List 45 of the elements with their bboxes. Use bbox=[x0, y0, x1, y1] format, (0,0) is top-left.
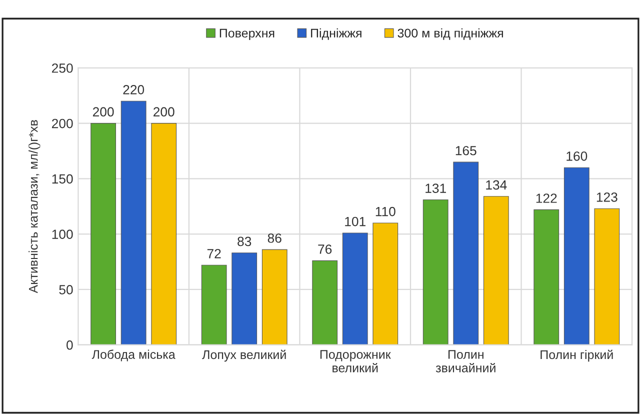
legend-label: Підніжжя bbox=[311, 28, 362, 40]
bar bbox=[262, 249, 288, 345]
x-tick-label: Полин звичайний bbox=[436, 350, 496, 372]
bar bbox=[201, 264, 227, 345]
data-label: 110 bbox=[376, 206, 396, 216]
bar bbox=[151, 123, 177, 345]
bar bbox=[90, 123, 116, 345]
y-tick-label: 0 bbox=[66, 340, 73, 350]
legend-label: Поверхня bbox=[220, 28, 274, 40]
y-tick-label: 200 bbox=[52, 118, 73, 128]
x-tick-label: Полин гіркий bbox=[540, 350, 613, 362]
bar bbox=[564, 167, 590, 345]
x-tick-label: Лобода міська bbox=[92, 350, 176, 362]
data-label: 72 bbox=[207, 248, 221, 258]
bar bbox=[342, 232, 368, 345]
data-label: 76 bbox=[318, 244, 332, 254]
bar bbox=[594, 208, 620, 345]
data-label: 200 bbox=[92, 107, 114, 117]
x-tick-label: Подорожник великий bbox=[320, 350, 391, 372]
data-label: 160 bbox=[566, 151, 588, 161]
data-label: 101 bbox=[345, 216, 366, 226]
y-tick-label: 150 bbox=[52, 174, 73, 184]
data-label: 123 bbox=[596, 192, 618, 202]
y-tick-label: 250 bbox=[52, 63, 73, 73]
data-label: 134 bbox=[486, 180, 507, 190]
data-label: 86 bbox=[268, 233, 282, 243]
data-label: 200 bbox=[154, 107, 174, 117]
data-label: 122 bbox=[536, 194, 557, 203]
data-label: 220 bbox=[123, 85, 144, 94]
bar bbox=[372, 222, 398, 345]
bar bbox=[453, 162, 479, 345]
y-tick-label: 100 bbox=[52, 230, 73, 239]
bar bbox=[483, 196, 509, 345]
bar bbox=[534, 209, 560, 345]
x-tick-label: Лопух великий bbox=[202, 350, 286, 362]
legend-label: 300 м від підніжжя bbox=[398, 28, 503, 40]
bar bbox=[312, 260, 338, 345]
bar bbox=[422, 199, 448, 345]
y-axis-title: Активність каталази, мл/()г*хв bbox=[28, 120, 40, 294]
data-label: 83 bbox=[238, 236, 252, 246]
bar bbox=[232, 252, 258, 345]
y-tick-label: 50 bbox=[59, 285, 73, 294]
bar bbox=[120, 100, 146, 345]
data-label: 165 bbox=[456, 146, 476, 156]
data-label: 131 bbox=[426, 184, 446, 193]
